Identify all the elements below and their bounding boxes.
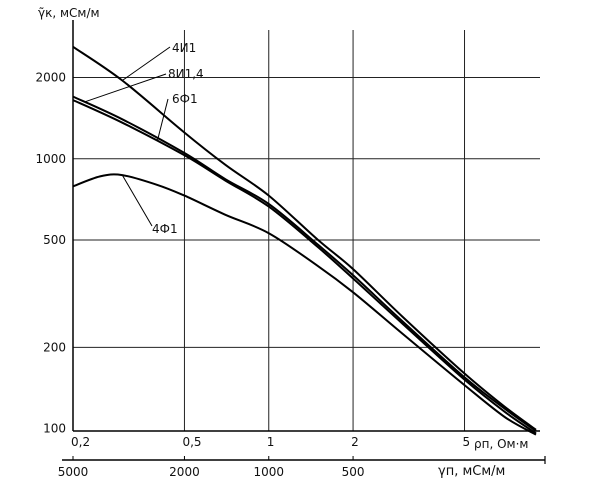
y-tick-label: 2000 [35, 71, 66, 85]
x-axis-label: ρп, Ом·м [474, 437, 528, 451]
x-tick-label: 1 [267, 435, 275, 449]
x-tick-label: 2 [351, 435, 359, 449]
x2-tick-label: 5000 [58, 465, 89, 479]
y-tick-label: 100 [43, 422, 66, 436]
series-lines [72, 45, 537, 436]
series-line [72, 45, 537, 431]
series-label: 4И1 [172, 41, 196, 55]
series-label: 6Ф1 [172, 92, 198, 106]
series-line [72, 95, 537, 432]
secondary-x-axis-label: γп, мСм/м [438, 464, 505, 479]
x2-tick-label: 500 [342, 465, 365, 479]
y-tick-label: 200 [43, 340, 66, 354]
series-label-leader [121, 174, 153, 227]
series-labels: 4И1 8И1,4 6Ф1 4Ф1 [84, 41, 204, 236]
series-label: 8И1,4 [168, 67, 204, 81]
x2-tick-label: 2000 [169, 465, 200, 479]
series-label-leader [122, 46, 171, 81]
x-tick-label: 0,5 [182, 435, 201, 449]
x-tick-label: 0,2 [71, 435, 90, 449]
x2-tick-label: 1000 [253, 465, 284, 479]
series-line [72, 173, 537, 436]
y-tick-label: 500 [43, 233, 66, 247]
axes [62, 20, 546, 464]
series-label: 4Ф1 [152, 222, 178, 236]
y-tick-label: 1000 [35, 152, 66, 166]
x-tick-label: 5 [463, 435, 471, 449]
grid [73, 30, 540, 431]
series-label-leader [156, 98, 169, 142]
series-label-leader [84, 73, 167, 103]
series-line [72, 99, 537, 435]
tick-labels: 0,2 0,5 1 2 5 100 200 500 1000 2000 5000 2000 1000 50… [35, 71, 470, 479]
y-axis-label: γ̃к, мСм/м [38, 6, 100, 20]
